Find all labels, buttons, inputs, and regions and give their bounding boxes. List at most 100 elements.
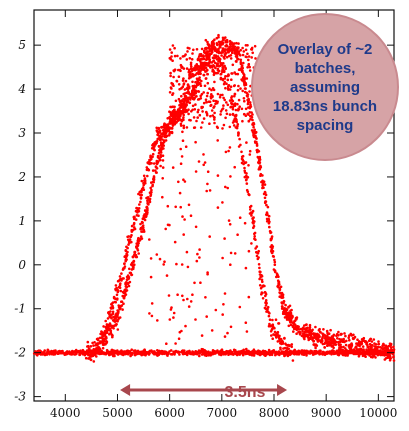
data-point xyxy=(177,75,181,78)
data-point xyxy=(180,329,183,333)
data-point xyxy=(337,348,341,352)
data-point xyxy=(170,353,174,356)
data-point xyxy=(231,107,235,111)
y-tick-label: 5 xyxy=(18,38,26,52)
data-point xyxy=(123,262,126,265)
data-point xyxy=(121,268,125,271)
data-point xyxy=(210,329,214,332)
data-point xyxy=(100,336,104,339)
data-point xyxy=(200,334,204,337)
data-point xyxy=(227,84,231,87)
data-point xyxy=(167,294,171,297)
data-point xyxy=(316,351,320,354)
data-point xyxy=(221,93,224,97)
data-point xyxy=(226,331,229,335)
data-point xyxy=(371,351,375,355)
data-point xyxy=(383,358,387,361)
data-point xyxy=(227,87,230,90)
data-point xyxy=(129,354,132,358)
data-point xyxy=(159,153,162,157)
data-point xyxy=(239,48,242,52)
data-point xyxy=(155,253,159,256)
data-point xyxy=(266,205,270,209)
data-point xyxy=(368,342,372,346)
data-point xyxy=(87,357,90,360)
data-point xyxy=(257,349,261,353)
data-point xyxy=(187,68,191,72)
data-point xyxy=(287,316,291,319)
data-point xyxy=(258,284,262,287)
data-point xyxy=(281,305,284,308)
data-point xyxy=(334,343,338,346)
data-point xyxy=(141,230,144,233)
data-point xyxy=(224,66,227,70)
data-point xyxy=(201,105,204,109)
data-point xyxy=(167,134,171,137)
data-point xyxy=(157,145,161,148)
data-point xyxy=(194,225,198,229)
data-point xyxy=(286,354,290,358)
data-point xyxy=(263,201,267,205)
data-point xyxy=(207,100,211,103)
data-point xyxy=(209,66,212,69)
data-point xyxy=(195,63,199,66)
data-point xyxy=(257,352,261,356)
data-point xyxy=(127,277,130,281)
data-point xyxy=(278,334,281,338)
data-point xyxy=(241,154,245,158)
data-point xyxy=(111,312,115,316)
data-point xyxy=(244,161,248,164)
data-point xyxy=(338,337,341,341)
data-point xyxy=(224,150,228,154)
data-point xyxy=(137,209,141,213)
data-point xyxy=(194,85,197,89)
data-point xyxy=(236,88,240,92)
data-point xyxy=(98,336,102,340)
data-point xyxy=(209,103,213,107)
data-point xyxy=(248,90,251,93)
data-point xyxy=(228,223,232,226)
data-point xyxy=(225,350,229,354)
data-point xyxy=(116,312,119,316)
data-point xyxy=(78,353,81,357)
data-point xyxy=(248,350,252,354)
data-point xyxy=(149,155,152,159)
data-point xyxy=(232,124,236,127)
data-point xyxy=(248,69,252,72)
data-point xyxy=(192,116,196,119)
data-point xyxy=(302,352,306,356)
data-point xyxy=(277,322,281,325)
data-point xyxy=(191,104,195,108)
data-point xyxy=(218,57,221,60)
data-point xyxy=(239,143,242,147)
data-point xyxy=(194,140,197,144)
data-point xyxy=(245,349,248,353)
data-point xyxy=(204,77,208,80)
data-point xyxy=(249,115,252,118)
data-point xyxy=(139,235,143,238)
data-point xyxy=(57,350,60,353)
data-point xyxy=(268,322,271,326)
data-point xyxy=(381,351,385,355)
data-point xyxy=(178,353,181,356)
data-point xyxy=(216,174,220,177)
data-point xyxy=(139,222,142,226)
data-point xyxy=(114,317,117,320)
axis-ticks xyxy=(34,10,394,401)
data-point xyxy=(115,351,118,355)
data-point xyxy=(199,84,203,87)
data-point xyxy=(386,348,389,352)
data-point xyxy=(149,191,153,194)
data-point xyxy=(251,217,254,220)
data-point xyxy=(41,353,45,356)
data-point xyxy=(124,249,128,253)
data-point xyxy=(218,95,222,99)
data-point xyxy=(361,345,365,348)
data-point xyxy=(236,50,240,53)
data-point xyxy=(246,52,249,56)
data-point xyxy=(350,349,353,352)
data-point xyxy=(232,44,235,47)
data-point xyxy=(242,61,245,65)
data-point xyxy=(282,301,285,304)
data-point xyxy=(175,262,178,266)
